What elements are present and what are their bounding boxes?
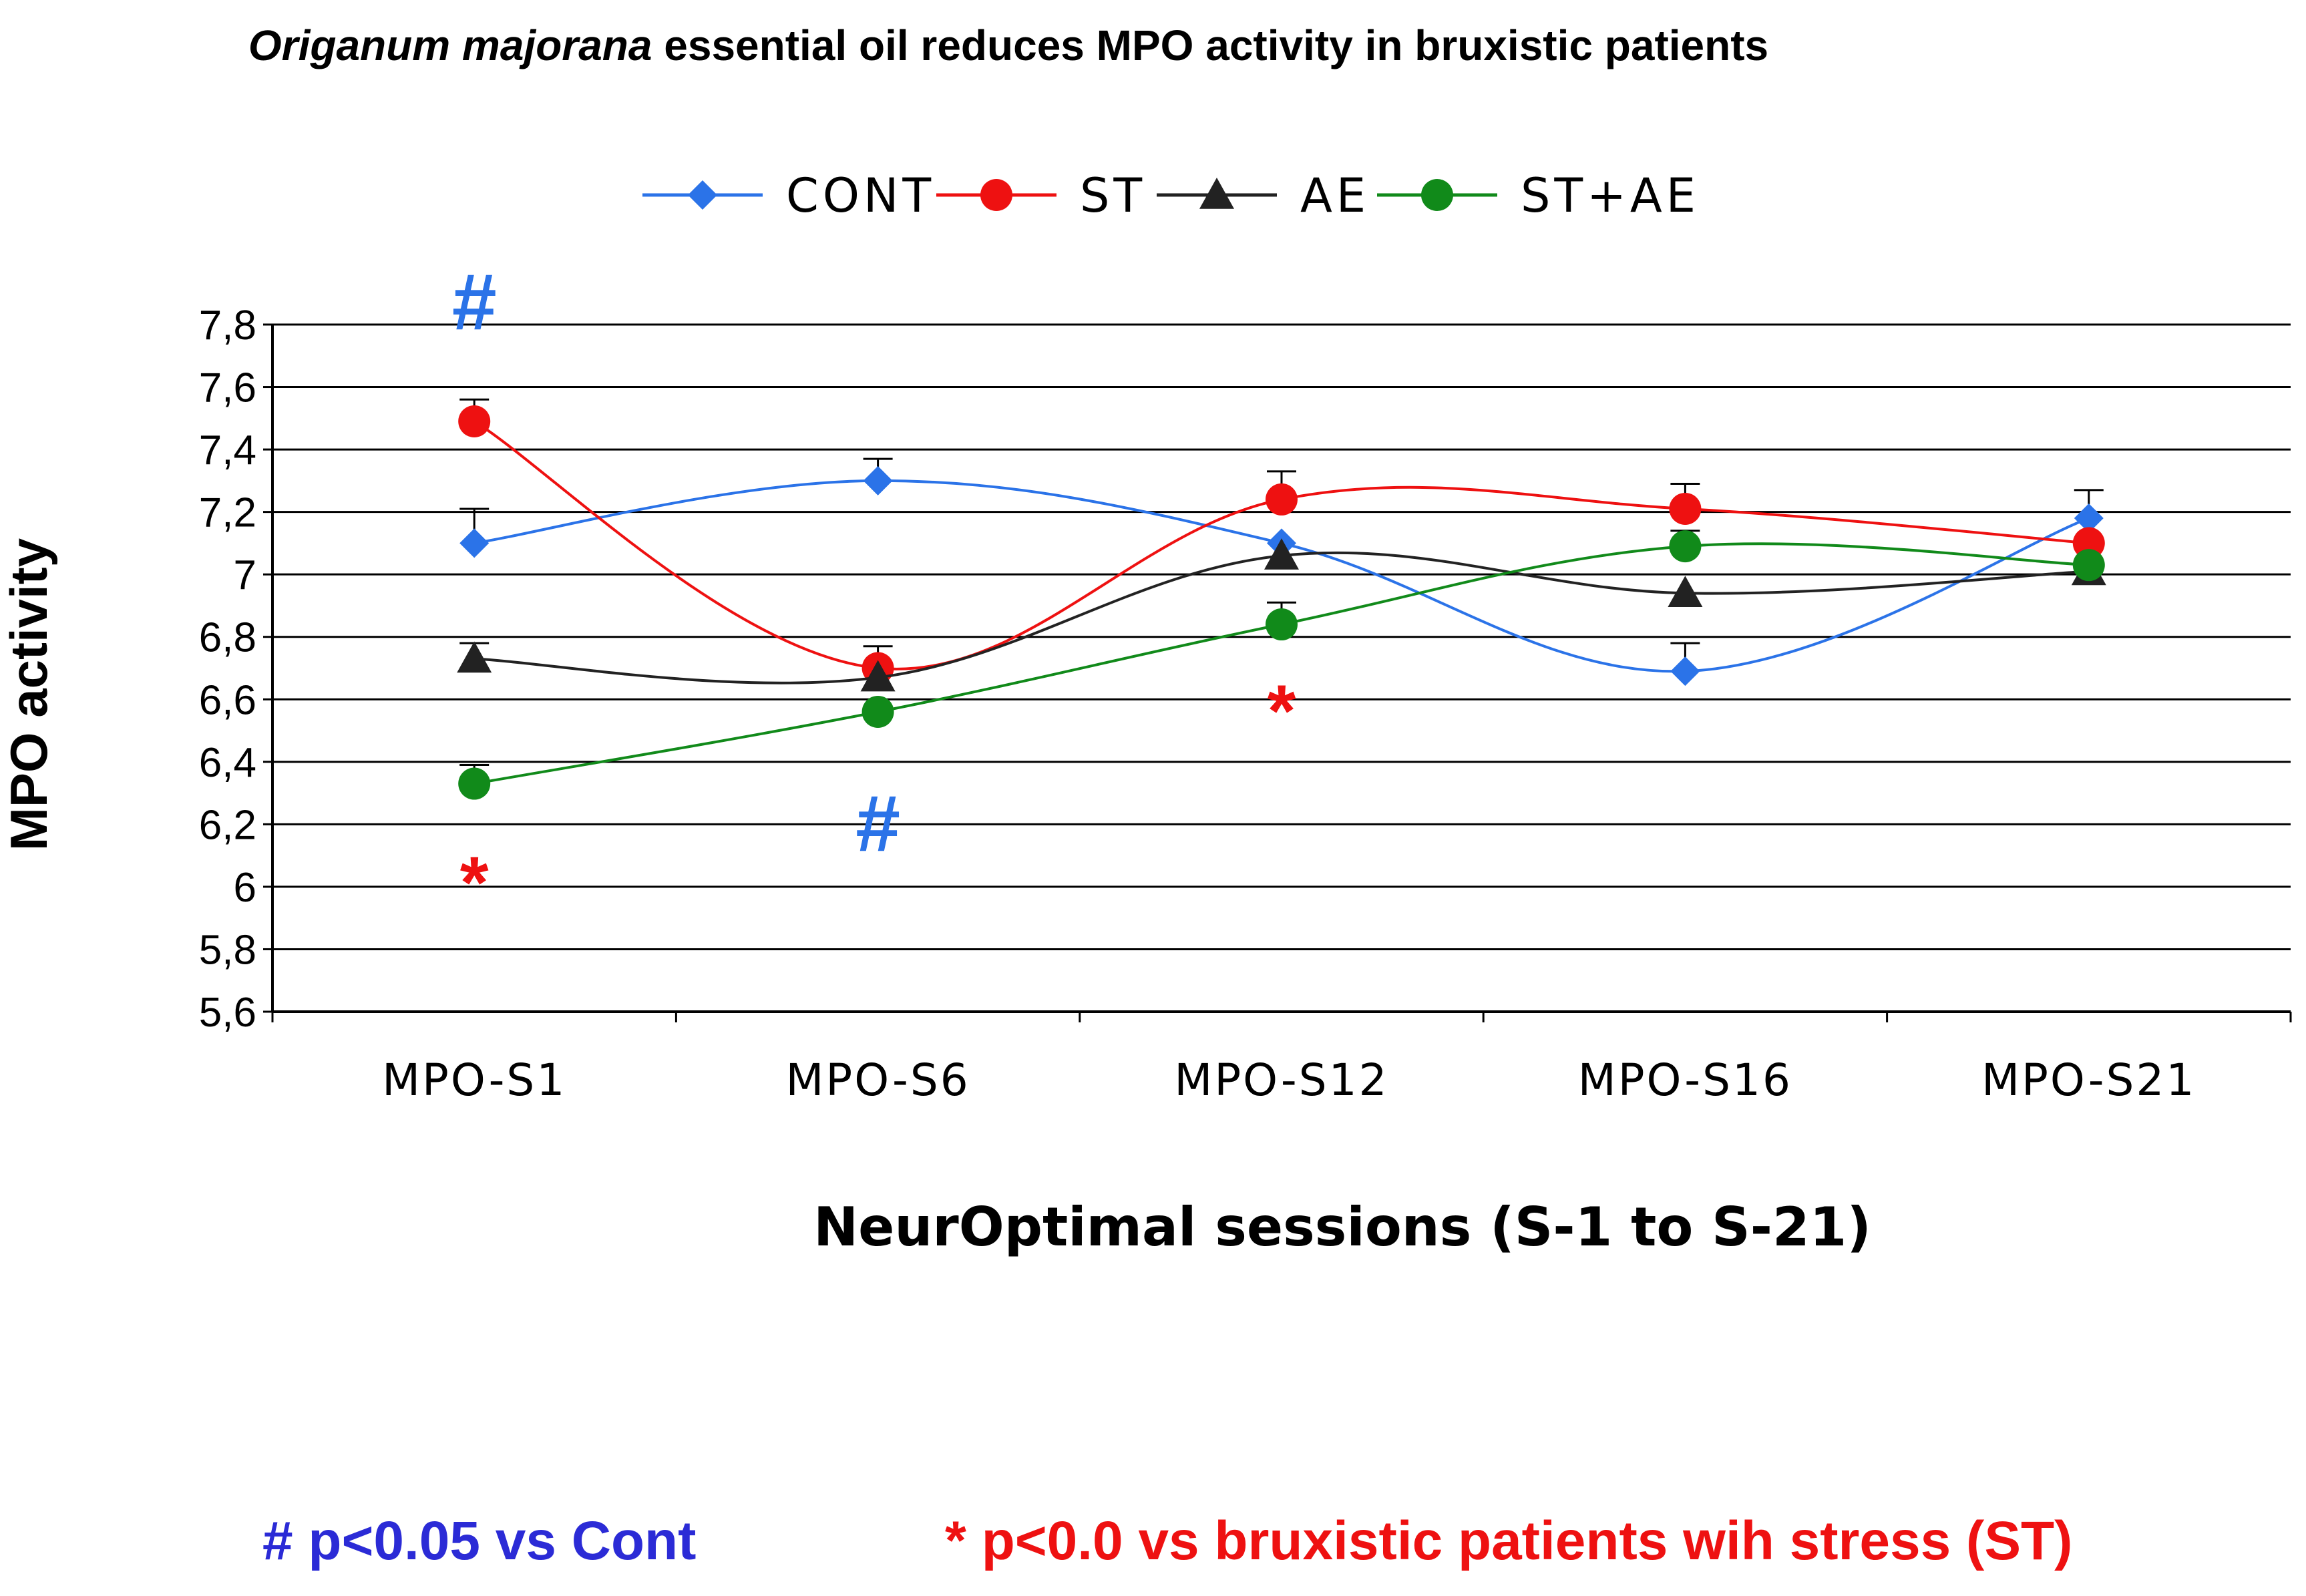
legend-label: AE [1300, 168, 1370, 223]
legend-marker [1421, 179, 1453, 211]
data-point [1670, 656, 1700, 686]
data-point [457, 641, 492, 673]
legend-label: ST+AE [1521, 168, 1700, 223]
chart-title-italic: Origanum majorana [248, 21, 652, 69]
legend: CONT ST AE ST+AE [642, 168, 1700, 223]
x-tick-labels: MPO-S1 MPO-S6 MPO-S12 MPO-S16 MPO-S21 [382, 1054, 2196, 1106]
data-point [861, 695, 894, 728]
significance-markers: # * # * [452, 257, 1296, 924]
legend-item-st-ae: ST+AE [1377, 168, 1700, 223]
y-tick-label: 7,8 [199, 303, 256, 349]
data-point [1668, 576, 1703, 608]
y-tick-label: 6,8 [199, 615, 256, 661]
data-point [863, 465, 893, 495]
legend-item-cont: CONT [642, 168, 935, 223]
data-point [458, 405, 491, 437]
series-line-st [473, 420, 2089, 670]
x-tick-label: MPO-S6 [785, 1054, 970, 1106]
data-point [1266, 608, 1298, 641]
series-layer [457, 398, 2106, 800]
legend-marker [980, 179, 1012, 211]
y-tick-label: 6,4 [199, 740, 256, 786]
y-tick-label: 7 [234, 552, 256, 598]
y-tick-label: 7,2 [199, 490, 256, 536]
axes [271, 325, 2292, 1022]
data-point [459, 528, 490, 558]
legend-marker [688, 180, 717, 210]
significance-hash: # [855, 779, 900, 868]
legend-item-ae: AE [1157, 168, 1370, 223]
chart-title: Origanum majorana essential oil reduces … [248, 21, 1768, 69]
data-point [1669, 530, 1702, 563]
y-axis-title: MPO activity [0, 538, 58, 851]
data-point [860, 660, 896, 692]
x-tick-label: MPO-S1 [382, 1054, 566, 1106]
x-axis-title: NeurOptimal sessions (S-1 to S-21) [813, 1196, 1871, 1258]
y-tick-label: 7,6 [199, 365, 256, 411]
x-tick-label: MPO-S16 [1578, 1054, 1792, 1106]
footnote-cont: # p<0.05 vs Cont [262, 1511, 696, 1571]
data-point [458, 767, 491, 800]
footnote-st: * p<0.0 vs bruxistic patients wih stress… [945, 1511, 2072, 1571]
data-point [1264, 538, 1299, 570]
data-point [1669, 492, 1702, 525]
legend-item-st: ST [936, 168, 1146, 223]
data-point [2072, 549, 2105, 582]
significance-asterisk: * [1268, 670, 1296, 752]
legend-label: ST [1080, 168, 1146, 223]
legend-label: CONT [786, 168, 935, 223]
legend-marker [1199, 178, 1234, 209]
significance-asterisk: * [460, 842, 489, 924]
y-tick-label: 5,8 [199, 927, 256, 973]
significance-hash: # [452, 257, 497, 347]
y-tick-labels: 5,6 5,8 6 6,2 6,4 6,6 6,8 7 7,2 7,4 7,6 7,8 [199, 303, 256, 1036]
series-st-ae [458, 530, 2105, 800]
y-tick-label: 6,2 [199, 802, 256, 848]
y-tick-label: 5,6 [199, 990, 256, 1036]
y-tick-label: 6 [234, 865, 256, 911]
data-point [1266, 483, 1298, 516]
x-tick-label: MPO-S21 [1981, 1054, 2196, 1106]
x-tick-label: MPO-S12 [1174, 1054, 1388, 1106]
y-tick-label: 7,4 [199, 427, 256, 473]
data-point [2074, 503, 2104, 533]
chart-title-rest: essential oil reduces MPO activity in br… [652, 21, 1768, 69]
y-tick-label: 6,6 [199, 677, 256, 723]
